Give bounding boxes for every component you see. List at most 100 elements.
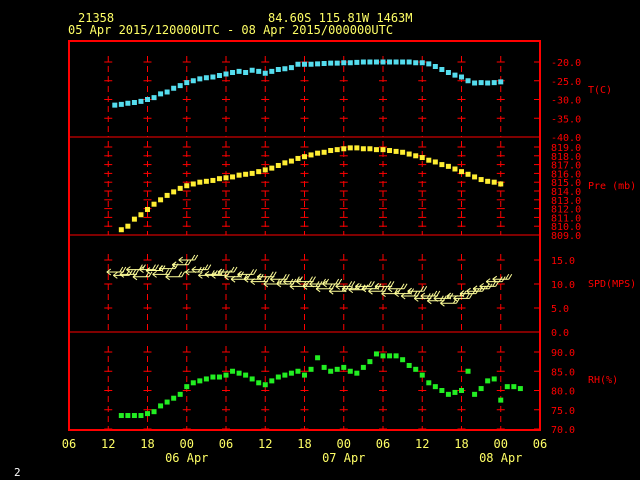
temperature-point: [125, 100, 131, 106]
page-number: 2: [14, 466, 21, 479]
wind-barb: [211, 270, 231, 279]
x-tick-label: 18: [297, 437, 311, 451]
humidity-point: [269, 378, 275, 384]
pressure-point: [125, 223, 131, 229]
pressure-point: [262, 167, 268, 173]
pressure-point: [485, 178, 491, 184]
humidity-point: [315, 355, 321, 361]
temperature-point: [203, 75, 209, 81]
temperature-point: [249, 67, 255, 73]
y-tick-label: 90.0: [551, 348, 575, 359]
temperature-point: [360, 59, 366, 65]
temperature-point: [216, 73, 222, 78]
humidity-point: [236, 370, 242, 376]
wind-barb: [217, 266, 238, 276]
wind-barb: [256, 271, 277, 281]
temperature-point: [400, 59, 406, 65]
temperature-point: [210, 74, 216, 80]
humidity-point: [380, 353, 386, 359]
humidity-point: [387, 353, 393, 359]
x-tick-label: 12: [258, 437, 272, 451]
humidity-point: [249, 376, 255, 382]
y-tick-label: 0.0: [551, 328, 569, 339]
wind-barb: [492, 273, 513, 283]
x-tick-label: 00: [494, 437, 508, 451]
wind-barb: [466, 285, 487, 295]
pressure-point: [445, 163, 451, 169]
humidity-point: [125, 413, 131, 419]
axes: -20.0-25.0-30.0-35.0-40.0T(C)819.0818.08…: [62, 58, 636, 465]
panel-label-temperature: T(C): [588, 85, 612, 96]
humidity-point: [432, 384, 438, 390]
wind-barb: [400, 290, 421, 300]
pressure-point: [249, 170, 255, 176]
pressure-point: [315, 150, 321, 156]
pressure-point: [387, 148, 393, 154]
pressure-point: [164, 192, 170, 198]
humidity-point: [341, 364, 347, 370]
temperature-point: [321, 61, 327, 66]
temperature-point: [138, 98, 144, 104]
humidity-point: [413, 366, 419, 372]
pressure-point: [498, 181, 504, 187]
pressure-point: [210, 177, 216, 183]
temperature-point: [230, 70, 236, 75]
humidity-point: [230, 368, 236, 374]
pressure-point: [413, 153, 419, 159]
humidity-point: [334, 366, 340, 372]
data-marks: [106, 59, 523, 419]
temperature-point: [491, 80, 497, 86]
temperature-point: [485, 80, 491, 86]
humidity-point: [459, 388, 464, 393]
temperature-point: [131, 100, 137, 105]
humidity-point: [197, 378, 203, 384]
pressure-point: [177, 185, 183, 191]
temperature-point: [118, 101, 124, 107]
y-tick-label: 811.0: [551, 213, 581, 224]
humidity-point: [216, 374, 222, 380]
pressure-point: [452, 166, 458, 172]
humidity-point: [131, 413, 137, 419]
pressure-point: [321, 149, 327, 155]
wind-barb: [276, 278, 297, 288]
y-tick-label: 809.0: [551, 231, 581, 242]
pressure-point: [400, 149, 406, 155]
temperature-point: [151, 95, 157, 101]
humidity-point: [465, 368, 471, 374]
wind-barb: [479, 281, 500, 290]
temperature-point: [459, 74, 464, 80]
pressure-point: [295, 155, 301, 161]
pressure-point: [288, 158, 294, 164]
y-tick-label: 817.0: [551, 161, 581, 172]
temperature-point: [426, 61, 432, 67]
wind-barb: [309, 278, 330, 288]
wind-barb: [171, 259, 192, 269]
pressure-point: [118, 227, 124, 233]
humidity-point: [504, 384, 510, 390]
y-tick-label: 819.0: [551, 143, 581, 154]
y-tick-label: -40.0: [551, 133, 581, 144]
wind-barb: [374, 281, 395, 290]
y-tick-label: 85.0: [551, 367, 575, 378]
temperature-point: [262, 70, 268, 76]
pressure-point: [426, 157, 432, 163]
temperature-point: [256, 68, 262, 74]
temperature-point: [295, 61, 301, 67]
temperature-point: [478, 80, 484, 86]
y-tick-label: 5.0: [551, 304, 569, 315]
wind-barb: [335, 281, 356, 290]
temperature-point: [380, 59, 386, 65]
temperature-point: [347, 60, 353, 66]
humidity-point: [328, 368, 334, 374]
pressure-point: [393, 148, 399, 154]
wind-barb: [407, 285, 428, 295]
temperature-point: [236, 68, 242, 74]
pressure-point: [354, 145, 360, 151]
temperature-point: [184, 80, 190, 86]
humidity-point: [138, 413, 144, 419]
pressure-point: [439, 162, 445, 168]
wind-barb: [427, 295, 447, 305]
wind-barb: [178, 254, 199, 264]
pressure-point: [465, 171, 471, 177]
pressure-point: [308, 152, 314, 158]
